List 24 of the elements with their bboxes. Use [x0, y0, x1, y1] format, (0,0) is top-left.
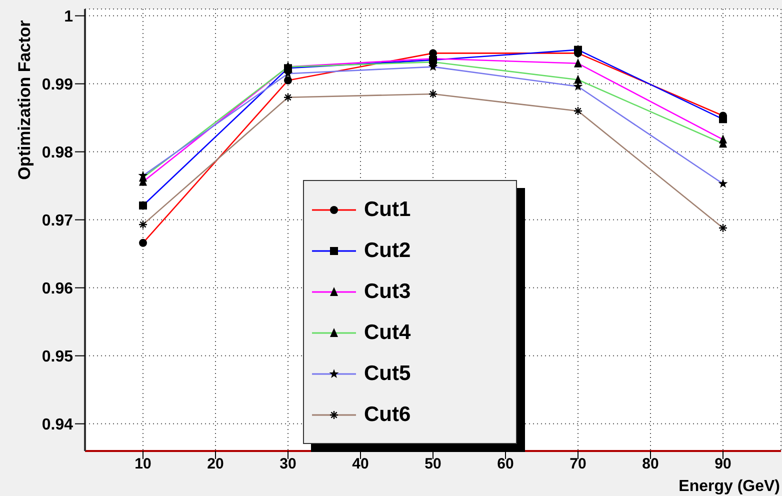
- y-axis-title: Optimization Factor: [15, 20, 34, 180]
- x-tick-label: 80: [642, 456, 659, 473]
- legend-label: Cut4: [364, 320, 411, 344]
- y-tick-label: 0.97: [42, 212, 74, 230]
- legend-label: Cut5: [364, 362, 411, 386]
- legend-label: Cut2: [364, 238, 411, 262]
- legend-label: Cut1: [364, 198, 411, 222]
- x-tick-label: 90: [714, 456, 732, 473]
- x-tick-label: 40: [352, 456, 369, 473]
- legend-label: Cut3: [364, 280, 411, 304]
- y-tick-label: 0.98: [42, 144, 74, 162]
- x-tick-label: 70: [570, 456, 586, 473]
- x-axis-title: Energy (GeV): [678, 478, 780, 495]
- legend-label: Cut6: [364, 402, 411, 426]
- x-tick-label: 60: [497, 456, 514, 473]
- y-tick-label: 0.99: [42, 76, 74, 94]
- x-tick-label: 10: [134, 456, 152, 473]
- y-tick-label: 0.96: [42, 280, 74, 298]
- y-tick-label: 0.94: [42, 416, 74, 434]
- y-tick-label: 0.95: [42, 348, 74, 366]
- y-tick-label: 1: [64, 8, 74, 26]
- x-tick-label: 50: [424, 456, 442, 473]
- x-tick-label: 30: [280, 456, 296, 473]
- x-tick-label: 20: [207, 456, 224, 473]
